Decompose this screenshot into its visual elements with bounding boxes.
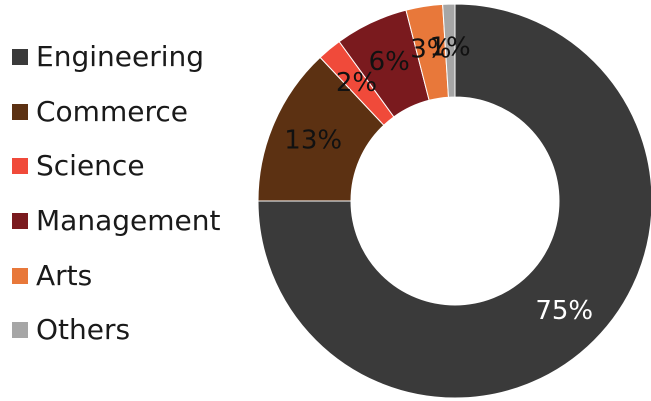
legend-swatch-engineering (12, 49, 28, 66)
legend-item-management: Management (12, 194, 220, 249)
legend-item-commerce: Commerce (12, 85, 220, 140)
legend-label-commerce: Commerce (36, 94, 188, 128)
legend-label-science: Science (36, 149, 145, 183)
legend-label-engineering: Engineering (36, 40, 204, 74)
chart-legend: Engineering Commerce Science Management … (12, 30, 220, 358)
legend-label-management: Management (36, 204, 221, 238)
legend-item-engineering: Engineering (12, 30, 220, 85)
legend-label-arts: Arts (36, 258, 93, 292)
donut-slice-engineering (257, 3, 651, 399)
legend-swatch-others (12, 322, 28, 339)
legend-item-science: Science (12, 139, 220, 194)
slice-label-management: 6% (369, 47, 410, 77)
slice-label-science: 2% (336, 68, 377, 98)
legend-swatch-management (12, 213, 28, 230)
donut-slice-others (442, 3, 456, 98)
legend-swatch-arts (12, 267, 28, 284)
legend-label-others: Others (36, 313, 131, 347)
legend-swatch-commerce (12, 103, 28, 120)
donut-value-labels: 75% 13% 2%6% 3%1% (284, 33, 593, 327)
slice-label-others: 1% (430, 33, 471, 63)
donut-slices (257, 3, 651, 399)
legend-item-others: Others (12, 303, 220, 358)
slice-label-commerce: 13% (284, 126, 342, 156)
legend-item-arts: Arts (12, 248, 220, 303)
legend-swatch-science (12, 158, 28, 175)
slice-label-arts: 3% (410, 34, 451, 64)
slice-label-engineering: 75% (535, 296, 593, 326)
